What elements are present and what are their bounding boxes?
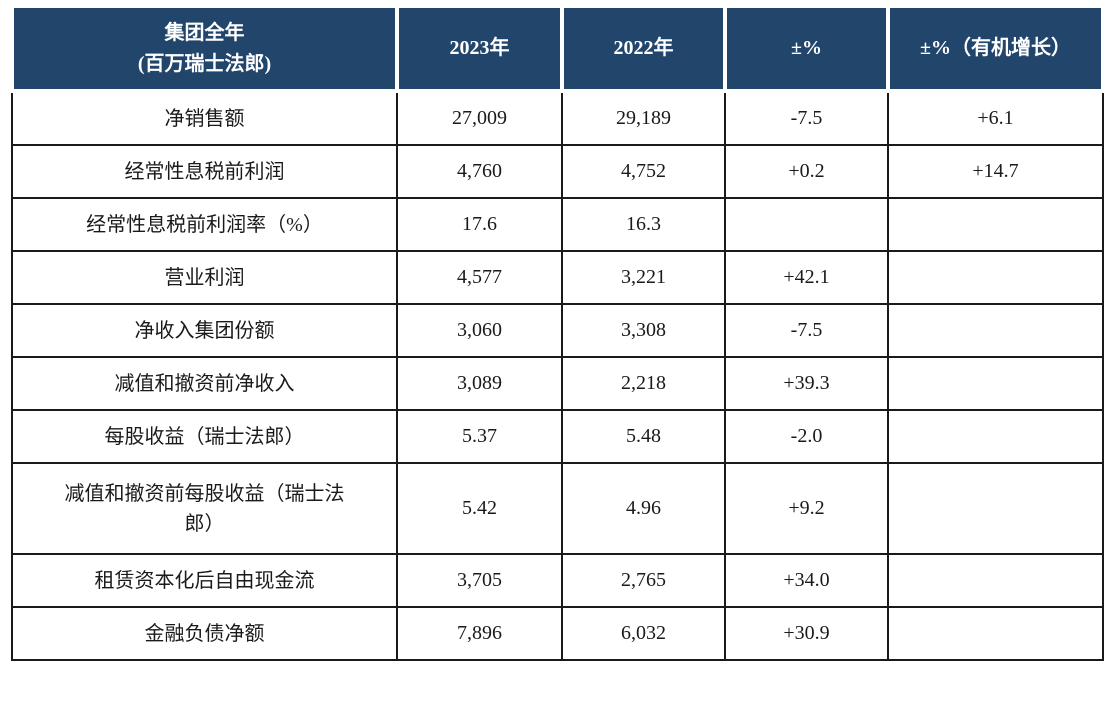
row-label: 经常性息税前利润率（%） xyxy=(11,197,398,252)
table-row-net-income-group-share: 净收入集团份额 3,060 3,308 -7.5 xyxy=(11,303,1104,358)
row-label-text: 净销售额 xyxy=(164,107,245,130)
header-cell-organic-growth: ±%（有机增长） xyxy=(886,4,1105,93)
value-organic-growth: +14.7 xyxy=(887,144,1104,199)
row-label-text: 减值和撤资前净收入 xyxy=(114,372,295,395)
value-2022: 16.3 xyxy=(561,197,726,252)
row-label-text: 净收入集团份额 xyxy=(134,319,275,342)
value-2023: 5.42 xyxy=(396,462,563,555)
value-pct-change: +39.3 xyxy=(724,356,889,411)
value-organic-growth: +6.1 xyxy=(887,90,1104,146)
value-pct-change: +42.1 xyxy=(724,250,889,305)
table-row-net-sales: 净销售额 27,009 29,189 -7.5 +6.1 xyxy=(11,90,1104,146)
value-2022: 6,032 xyxy=(561,606,726,661)
value-2023: 3,089 xyxy=(396,356,563,411)
row-label-text: 每股收益（瑞士法郎） xyxy=(104,425,305,448)
value-2023: 7,896 xyxy=(396,606,563,661)
value-pct-change: +34.0 xyxy=(724,553,889,608)
table-row-free-cash-flow: 租赁资本化后自由现金流 3,705 2,765 +34.0 xyxy=(11,553,1104,608)
header-title-line1: 集团全年 xyxy=(164,21,245,44)
value-2023: 5.37 xyxy=(396,409,563,464)
value-organic-growth xyxy=(887,197,1104,252)
row-label: 净销售额 xyxy=(11,90,398,146)
row-label-text: 经常性息税前利润率（%） xyxy=(86,213,323,236)
value-pct-change: +30.9 xyxy=(724,606,889,661)
table-row-operating-profit: 营业利润 4,577 3,221 +42.1 xyxy=(11,250,1104,305)
value-2022: 2,218 xyxy=(561,356,726,411)
value-organic-growth xyxy=(887,606,1104,661)
value-organic-growth xyxy=(887,462,1104,555)
row-label-text: 金融负债净额 xyxy=(144,622,265,645)
row-label: 金融负债净额 xyxy=(11,606,398,661)
value-organic-growth xyxy=(887,356,1104,411)
table-body: 净销售额 27,009 29,189 -7.5 +6.1 经常性息税前利润 4,… xyxy=(11,90,1104,661)
value-2022: 3,308 xyxy=(561,303,726,358)
table-row-recurring-ebit: 经常性息税前利润 4,760 4,752 +0.2 +14.7 xyxy=(11,144,1104,199)
value-2023: 17.6 xyxy=(396,197,563,252)
value-2022: 4.96 xyxy=(561,462,726,555)
value-organic-growth xyxy=(887,409,1104,464)
table-header: 集团全年 (百万瑞士法郎) 2023年 2022年 ±% ±%（有机增长） xyxy=(10,4,1105,93)
row-label-text: 营业利润 xyxy=(164,266,245,289)
row-label: 经常性息税前利润 xyxy=(11,144,398,199)
table-row-net-income-before-impairment: 减值和撤资前净收入 3,089 2,218 +39.3 xyxy=(11,356,1104,411)
value-pct-change: -7.5 xyxy=(724,90,889,146)
header-row: 集团全年 (百万瑞士法郎) 2023年 2022年 ±% ±%（有机增长） xyxy=(10,4,1105,93)
value-2022: 29,189 xyxy=(561,90,726,146)
value-pct-change: -2.0 xyxy=(724,409,889,464)
page: 集团全年 (百万瑞士法郎) 2023年 2022年 ±% ±%（有机增长） 净销… xyxy=(10,4,1105,661)
row-label: 减值和撤资前每股收益（瑞士法郎） xyxy=(11,462,398,555)
header-cell-metric: 集团全年 (百万瑞士法郎) xyxy=(10,4,399,93)
row-label-text: 经常性息税前利润 xyxy=(124,160,285,183)
value-organic-growth xyxy=(887,303,1104,358)
financial-results-table: 集团全年 (百万瑞士法郎) 2023年 2022年 ±% ±%（有机增长） 净销… xyxy=(10,4,1105,661)
row-label: 每股收益（瑞士法郎） xyxy=(11,409,398,464)
header-cell-2023: 2023年 xyxy=(395,4,564,93)
value-2023: 27,009 xyxy=(396,90,563,146)
header-title-line2: (百万瑞士法郎) xyxy=(137,52,272,75)
value-pct-change: +0.2 xyxy=(724,144,889,199)
value-organic-growth xyxy=(887,250,1104,305)
value-2023: 4,577 xyxy=(396,250,563,305)
row-label: 租赁资本化后自由现金流 xyxy=(11,553,398,608)
value-2022: 2,765 xyxy=(561,553,726,608)
table-row-eps: 每股收益（瑞士法郎） 5.37 5.48 -2.0 xyxy=(11,409,1104,464)
row-label: 减值和撤资前净收入 xyxy=(11,356,398,411)
table-row-eps-before-impairment: 减值和撤资前每股收益（瑞士法郎） 5.42 4.96 +9.2 xyxy=(11,462,1104,555)
row-label: 净收入集团份额 xyxy=(11,303,398,358)
value-2022: 3,221 xyxy=(561,250,726,305)
value-pct-change: +9.2 xyxy=(724,462,889,555)
value-pct-change: -7.5 xyxy=(724,303,889,358)
row-label-text: 减值和撤资前每股收益（瑞士法郎） xyxy=(64,482,345,535)
value-organic-growth xyxy=(887,553,1104,608)
table-row-net-financial-debt: 金融负债净额 7,896 6,032 +30.9 xyxy=(11,606,1104,661)
header-cell-pct-change: ±% xyxy=(723,4,890,93)
header-cell-2022: 2022年 xyxy=(560,4,727,93)
value-2022: 4,752 xyxy=(561,144,726,199)
row-label-text: 租赁资本化后自由现金流 xyxy=(94,569,315,592)
table-row-recurring-ebit-margin: 经常性息税前利润率（%） 17.6 16.3 xyxy=(11,197,1104,252)
value-2023: 3,705 xyxy=(396,553,563,608)
value-2022: 5.48 xyxy=(561,409,726,464)
row-label: 营业利润 xyxy=(11,250,398,305)
value-2023: 4,760 xyxy=(396,144,563,199)
value-2023: 3,060 xyxy=(396,303,563,358)
value-pct-change xyxy=(724,197,889,252)
